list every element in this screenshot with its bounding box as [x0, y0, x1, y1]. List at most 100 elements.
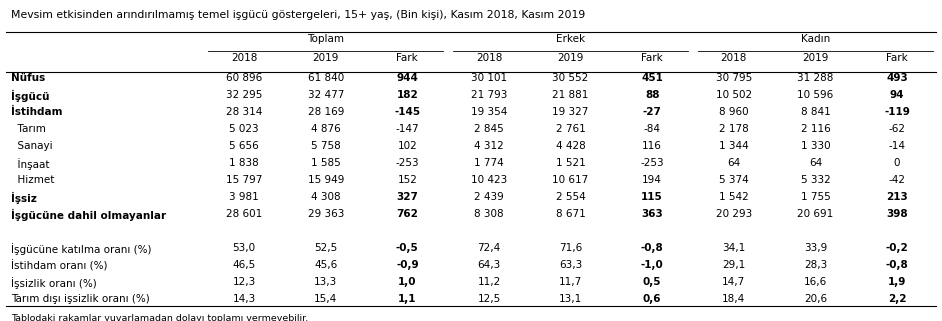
Text: Mevsim etkisinden arındırılmamış temel işgücü göstergeleri, 15+ yaş, (Bin kişi),: Mevsim etkisinden arındırılmamış temel i…	[10, 10, 585, 20]
Text: 20,6: 20,6	[804, 294, 827, 304]
Text: 2018: 2018	[721, 53, 747, 63]
Text: 4 312: 4 312	[474, 141, 504, 151]
Text: 34,1: 34,1	[723, 243, 745, 253]
Text: 182: 182	[397, 91, 418, 100]
Text: -14: -14	[888, 141, 905, 151]
Text: 1,0: 1,0	[398, 277, 416, 287]
Text: 31 288: 31 288	[797, 74, 834, 83]
Text: 762: 762	[397, 209, 418, 219]
Text: 1 542: 1 542	[719, 192, 749, 202]
Text: 944: 944	[397, 74, 418, 83]
Text: -84: -84	[643, 124, 660, 134]
Text: 2 178: 2 178	[719, 124, 749, 134]
Text: 327: 327	[397, 192, 418, 202]
Text: 14,3: 14,3	[233, 294, 255, 304]
Text: -1,0: -1,0	[641, 260, 663, 270]
Text: 13,3: 13,3	[314, 277, 337, 287]
Text: 45,6: 45,6	[314, 260, 337, 270]
Text: 32 477: 32 477	[307, 91, 344, 100]
Text: İnşaat: İnşaat	[10, 158, 49, 170]
Text: 4 428: 4 428	[556, 141, 585, 151]
Text: İşsiz: İşsiz	[10, 192, 37, 204]
Text: 29,1: 29,1	[723, 260, 745, 270]
Text: 5 374: 5 374	[719, 175, 749, 185]
Text: 88: 88	[645, 91, 659, 100]
Text: 0,6: 0,6	[643, 294, 661, 304]
Text: İşgücü: İşgücü	[10, 91, 49, 102]
Text: 3 981: 3 981	[229, 192, 259, 202]
Text: 28 169: 28 169	[307, 107, 344, 117]
Text: 53,0: 53,0	[233, 243, 255, 253]
Text: 16,6: 16,6	[804, 277, 827, 287]
Text: 20 691: 20 691	[797, 209, 834, 219]
Text: 213: 213	[886, 192, 908, 202]
Text: 21 793: 21 793	[471, 91, 507, 100]
Text: 15 949: 15 949	[307, 175, 344, 185]
Text: -62: -62	[888, 124, 905, 134]
Text: 60 896: 60 896	[226, 74, 262, 83]
Text: İşsizlik oranı (%): İşsizlik oranı (%)	[10, 277, 96, 289]
Text: Nüfus: Nüfus	[10, 74, 45, 83]
Text: 1 344: 1 344	[719, 141, 749, 151]
Text: 12,5: 12,5	[478, 294, 500, 304]
Text: 115: 115	[642, 192, 663, 202]
Text: -0,8: -0,8	[641, 243, 663, 253]
Text: 20 293: 20 293	[716, 209, 752, 219]
Text: 2 116: 2 116	[801, 124, 830, 134]
Text: 194: 194	[642, 175, 662, 185]
Text: 33,9: 33,9	[804, 243, 827, 253]
Text: 19 327: 19 327	[552, 107, 589, 117]
Text: 13,1: 13,1	[559, 294, 582, 304]
Text: -27: -27	[642, 107, 661, 117]
Text: -0,5: -0,5	[396, 243, 418, 253]
Text: -0,8: -0,8	[885, 260, 908, 270]
Text: 14,7: 14,7	[723, 277, 745, 287]
Text: -0,9: -0,9	[396, 260, 418, 270]
Text: Kadın: Kadın	[801, 34, 830, 44]
Text: 2 439: 2 439	[474, 192, 504, 202]
Text: 2019: 2019	[558, 53, 584, 63]
Text: 1,9: 1,9	[887, 277, 906, 287]
Text: 2019: 2019	[313, 53, 339, 63]
Text: Fark: Fark	[397, 53, 418, 63]
Text: 11,7: 11,7	[559, 277, 582, 287]
Text: 64: 64	[727, 158, 740, 168]
Text: 2018: 2018	[231, 53, 257, 63]
Text: -42: -42	[888, 175, 905, 185]
Text: 2018: 2018	[476, 53, 502, 63]
Text: İstihdam: İstihdam	[10, 107, 62, 117]
Text: 1 585: 1 585	[311, 158, 341, 168]
Text: 2 761: 2 761	[556, 124, 585, 134]
Text: -253: -253	[641, 158, 664, 168]
Text: 5 656: 5 656	[229, 141, 259, 151]
Text: 4 876: 4 876	[311, 124, 341, 134]
Text: 10 423: 10 423	[471, 175, 507, 185]
Text: 1 838: 1 838	[229, 158, 259, 168]
Text: 8 841: 8 841	[801, 107, 830, 117]
Text: 64: 64	[809, 158, 822, 168]
Text: İstihdam oranı (%): İstihdam oranı (%)	[10, 260, 107, 272]
Text: 8 308: 8 308	[474, 209, 504, 219]
Text: -119: -119	[884, 107, 910, 117]
Text: 5 023: 5 023	[229, 124, 259, 134]
Text: -147: -147	[396, 124, 419, 134]
Text: 493: 493	[886, 74, 908, 83]
Text: 28 314: 28 314	[226, 107, 262, 117]
Text: 398: 398	[886, 209, 908, 219]
Text: 10 617: 10 617	[552, 175, 589, 185]
Text: 30 795: 30 795	[716, 74, 752, 83]
Text: 28,3: 28,3	[804, 260, 827, 270]
Text: 1 774: 1 774	[474, 158, 504, 168]
Text: 5 758: 5 758	[311, 141, 341, 151]
Text: 11,2: 11,2	[478, 277, 500, 287]
Text: Tarım: Tarım	[10, 124, 45, 134]
Text: Toplam: Toplam	[307, 34, 344, 44]
Text: 63,3: 63,3	[559, 260, 582, 270]
Text: 28 601: 28 601	[226, 209, 262, 219]
Text: 2,2: 2,2	[887, 294, 906, 304]
Text: Hizmet: Hizmet	[10, 175, 54, 185]
Text: 30 101: 30 101	[471, 74, 507, 83]
Text: 12,3: 12,3	[233, 277, 255, 287]
Text: 1 755: 1 755	[801, 192, 830, 202]
Text: İşgücüne dahil olmayanlar: İşgücüne dahil olmayanlar	[10, 209, 166, 221]
